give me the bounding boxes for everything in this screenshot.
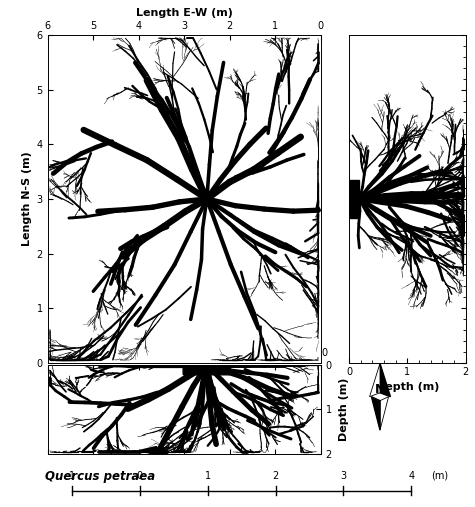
Text: 0: 0 [137,470,143,481]
Polygon shape [380,396,389,430]
Text: (m): (m) [432,470,449,481]
Text: 0: 0 [321,348,327,358]
Bar [346,180,359,218]
FancyBboxPatch shape [183,362,230,375]
Circle shape [201,192,213,206]
Polygon shape [371,396,380,430]
Polygon shape [370,364,380,396]
Text: Quercus petraea: Quercus petraea [45,470,155,483]
Y-axis label: Depth (m): Depth (m) [339,378,349,441]
Text: 2: 2 [272,470,279,481]
X-axis label: Length E-W (m): Length E-W (m) [136,9,232,18]
Y-axis label: Length N-S (m): Length N-S (m) [22,152,32,246]
Text: 1: 1 [205,470,211,481]
X-axis label: Depth (m): Depth (m) [376,382,439,391]
Text: 4: 4 [408,470,414,481]
Polygon shape [380,364,390,396]
Text: 1: 1 [69,470,75,481]
Text: N: N [375,383,385,396]
Text: 3: 3 [340,470,346,481]
